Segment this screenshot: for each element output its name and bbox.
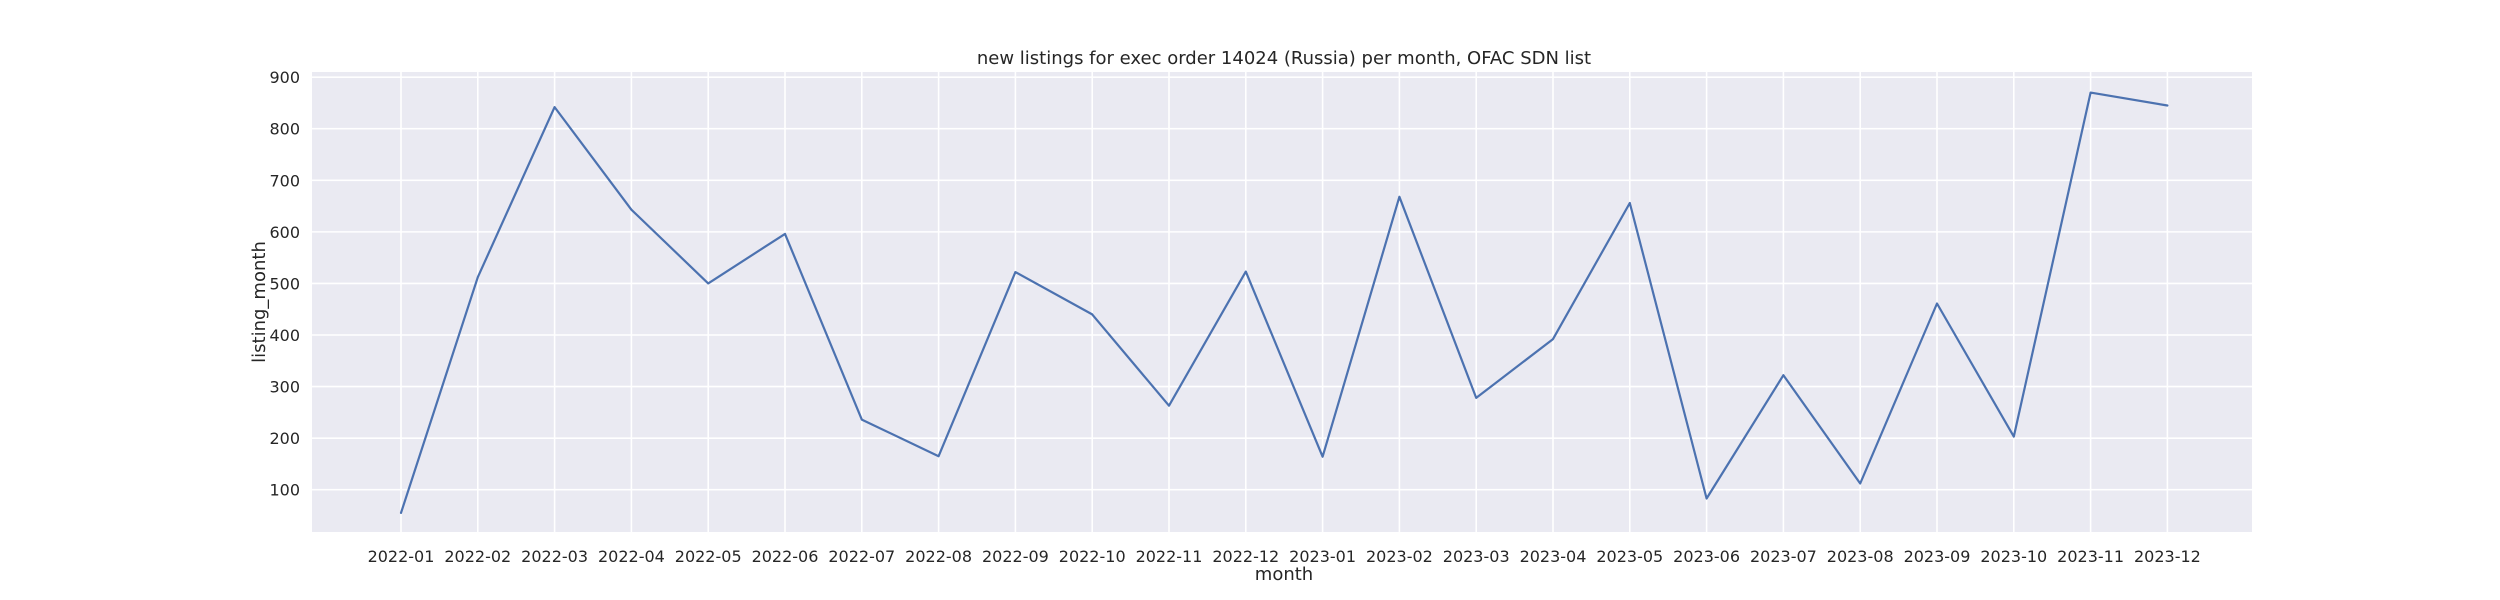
y-axis-title: listing_month <box>249 241 270 363</box>
x-tick-label: 2023-04 <box>1520 547 1587 566</box>
y-tick-label: 100 <box>269 481 300 500</box>
x-tick-label: 2023-11 <box>2057 547 2124 566</box>
x-tick-label: 2023-08 <box>1827 547 1894 566</box>
x-tick-label: 2022-01 <box>368 547 435 566</box>
y-tick-label: 800 <box>269 120 300 139</box>
y-tick-label: 200 <box>269 429 300 448</box>
plot-area <box>312 72 2252 532</box>
x-tick-label: 2023-07 <box>1750 547 1817 566</box>
y-tick-label: 700 <box>269 171 300 190</box>
x-tick-label: 2023-05 <box>1596 547 1663 566</box>
x-tick-label: 2022-12 <box>1212 547 1279 566</box>
x-tick-label: 2022-03 <box>521 547 588 566</box>
y-tick-label: 600 <box>269 223 300 242</box>
x-tick-label: 2022-07 <box>828 547 895 566</box>
grid-lines <box>312 72 2252 532</box>
y-tick-label: 900 <box>269 68 300 87</box>
x-tick-label: 2023-12 <box>2134 547 2201 566</box>
x-tick-label: 2022-02 <box>444 547 511 566</box>
x-tick-label: 2022-06 <box>752 547 819 566</box>
chart-title: new listings for exec order 14024 (Russi… <box>977 48 1591 69</box>
x-tick-label: 2023-10 <box>1980 547 2047 566</box>
y-tick-label: 500 <box>269 274 300 293</box>
x-axis-title: month <box>1255 564 1313 585</box>
x-tick-label: 2023-02 <box>1366 547 1433 566</box>
x-tick-label: 2022-11 <box>1136 547 1203 566</box>
x-tick-labels: 2022-01 2022-02 2022-03 2022-04 2022-05 2022-… <box>368 547 2201 566</box>
x-tick-label: 2022-10 <box>1059 547 1126 566</box>
x-tick-label: 2023-09 <box>1904 547 1971 566</box>
x-tick-label: 2022-08 <box>905 547 972 566</box>
y-tick-labels: 100 200 300 400 500 600 700 800 900 <box>269 68 300 500</box>
x-tick-label: 2022-05 <box>675 547 742 566</box>
x-tick-label: 2022-04 <box>598 547 665 566</box>
y-tick-label: 400 <box>269 326 300 345</box>
series-line <box>399 91 2169 515</box>
x-tick-label: 2023-03 <box>1443 547 1510 566</box>
x-tick-label: 2022-09 <box>982 547 1049 566</box>
series-layer <box>399 91 2169 515</box>
y-tick-label: 300 <box>269 378 300 397</box>
x-tick-label: 2023-01 <box>1289 547 1356 566</box>
x-tick-label: 2023-06 <box>1673 547 1740 566</box>
